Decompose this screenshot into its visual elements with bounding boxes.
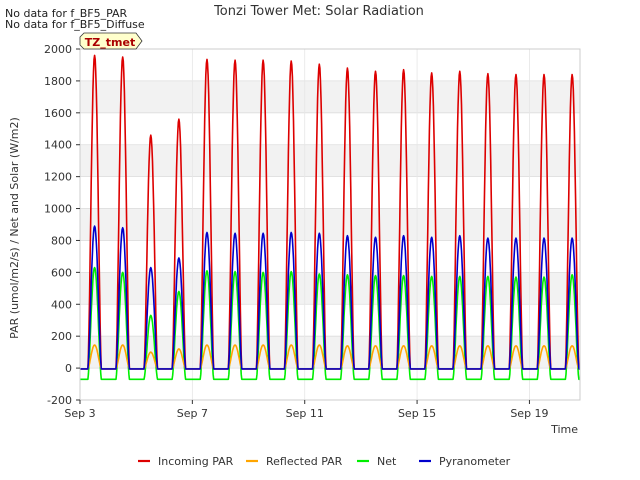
y-tick-label: 1200 — [44, 171, 72, 184]
grid-band — [80, 144, 580, 177]
legend: Incoming PAR Reflected PAR Net Pyranometer — [138, 455, 511, 468]
y-tick-label: 1800 — [44, 75, 72, 88]
no-data-note-1: No data for f_BF5_PAR — [5, 7, 128, 20]
y-tick-label: 800 — [51, 234, 72, 247]
legend-label: Reflected PAR — [266, 455, 343, 468]
y-tick-label: 200 — [51, 330, 72, 343]
x-axis-label: Time — [550, 423, 578, 436]
x-tick-label: Sep 3 — [64, 407, 95, 420]
y-tick-label: 0 — [65, 362, 72, 375]
tag-box — [79, 32, 143, 50]
grid-band — [80, 336, 580, 369]
x-tick-label: Sep 15 — [398, 407, 436, 420]
y-axis-label: PAR (umol/m2/s) / Net and Solar (W/m2) — [8, 117, 21, 339]
tag-label: TZ_tmet — [85, 36, 135, 49]
no-data-note-2: No data for f_BF5_Diffuse — [5, 18, 145, 31]
y-tick-label: 1400 — [44, 139, 72, 152]
legend-label: Incoming PAR — [158, 455, 234, 468]
series-layer — [79, 54, 581, 381]
grid-bands — [80, 80, 580, 369]
y-tick-label: -200 — [47, 394, 72, 407]
x-tick-label: Sep 11 — [286, 407, 324, 420]
chart-title: Tonzi Tower Met: Solar Radiation — [213, 4, 424, 19]
y-tick-label: 400 — [51, 298, 72, 311]
y-tick-label: 1600 — [44, 107, 72, 120]
y-axis: -200 0 200 400 600 800 1000 1200 1400 1600 1800 200… — [44, 43, 80, 407]
series-line-net — [79, 266, 581, 381]
x-axis: Sep 3 Sep 7 Sep 11 Sep 15 Sep 19 — [64, 400, 549, 420]
y-tick-label: 1000 — [44, 203, 72, 216]
legend-label: Pyranometer — [439, 455, 511, 468]
y-tick-label: 600 — [51, 266, 72, 279]
y-tick-label: 2000 — [44, 43, 72, 56]
x-tick-label: Sep 7 — [177, 407, 208, 420]
series-line-pyranometer — [79, 225, 581, 370]
grid-band — [80, 272, 580, 305]
plot-frame — [79, 48, 581, 401]
tz-tmet-tag: TZ_tmet — [79, 32, 143, 50]
legend-label: Net — [377, 455, 397, 468]
grid-band — [80, 208, 580, 241]
grid-band — [80, 80, 580, 113]
x-tick-label: Sep 19 — [510, 407, 548, 420]
